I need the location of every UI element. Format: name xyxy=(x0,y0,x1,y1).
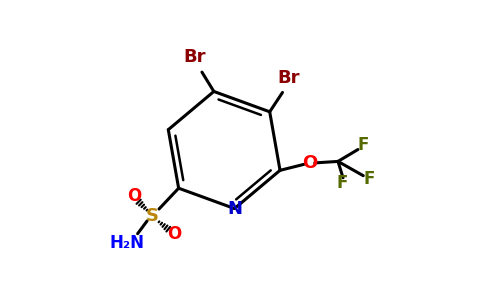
Text: F: F xyxy=(358,136,369,154)
Text: O: O xyxy=(302,154,318,172)
Text: F: F xyxy=(337,174,348,192)
Text: H₂N: H₂N xyxy=(110,234,145,252)
Text: O: O xyxy=(127,187,141,205)
Text: S: S xyxy=(146,207,159,225)
Text: Br: Br xyxy=(278,69,300,87)
Text: O: O xyxy=(167,225,181,243)
Text: F: F xyxy=(363,170,375,188)
Text: Br: Br xyxy=(183,48,206,66)
Text: N: N xyxy=(227,200,242,217)
